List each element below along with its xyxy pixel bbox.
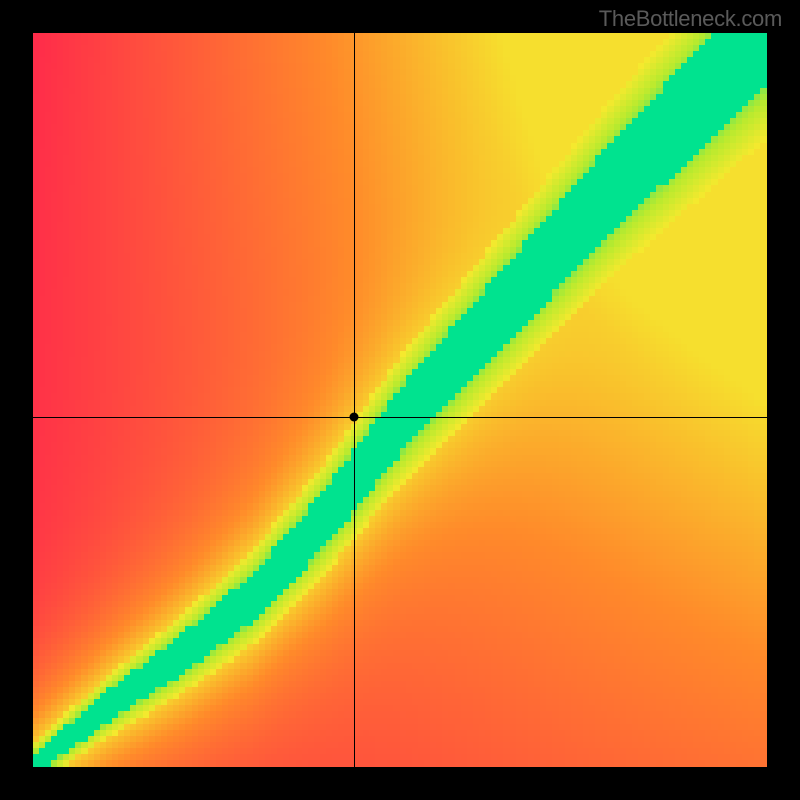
heatmap-canvas (33, 33, 767, 767)
crosshair-horizontal (33, 417, 767, 418)
crosshair-vertical (354, 33, 355, 767)
watermark-text: TheBottleneck.com (599, 6, 782, 32)
plot-area (33, 33, 767, 767)
crosshair-marker (350, 412, 359, 421)
chart-container: TheBottleneck.com (0, 0, 800, 800)
